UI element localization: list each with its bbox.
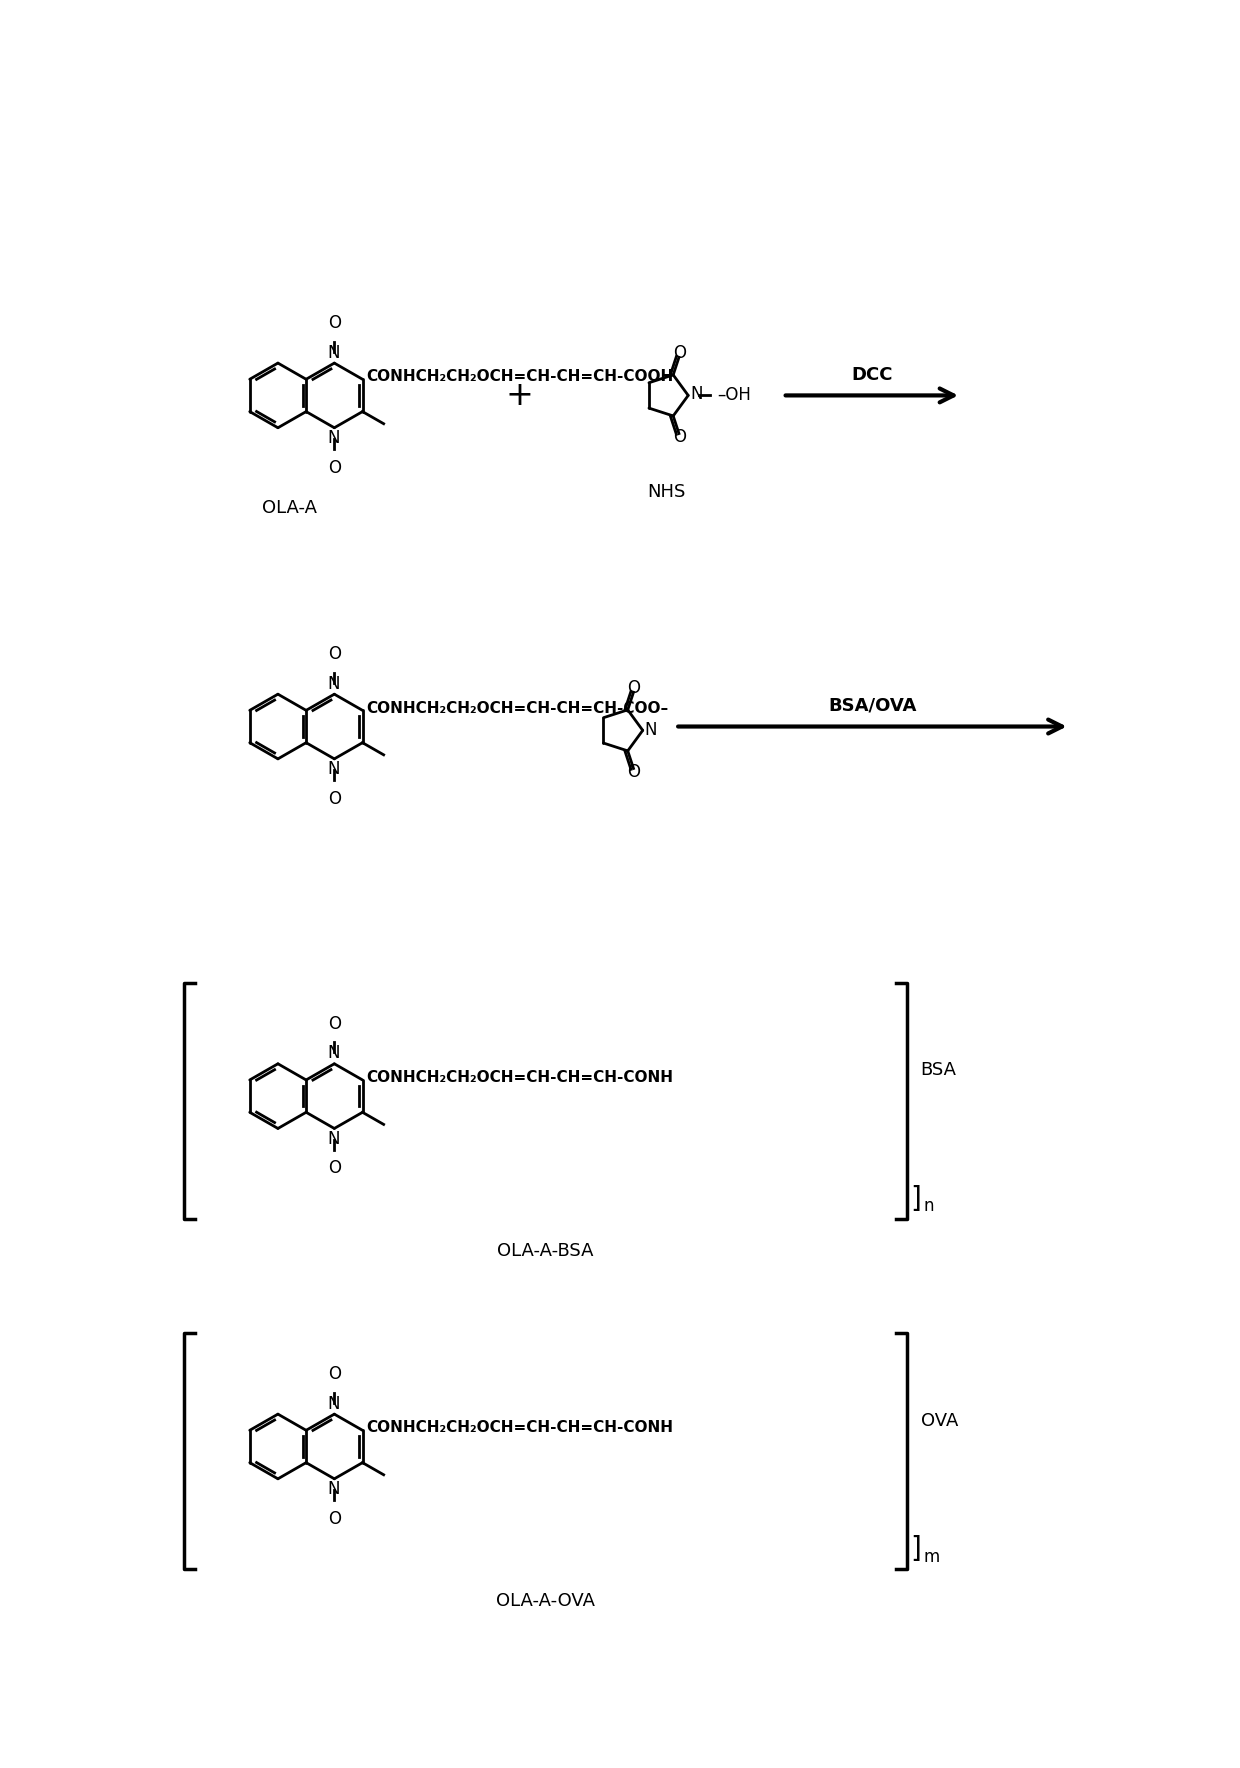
Text: O: O <box>627 679 640 697</box>
Text: O: O <box>327 1365 341 1383</box>
Text: +: + <box>506 378 533 412</box>
Text: N: N <box>327 1130 340 1147</box>
Text: N: N <box>327 760 340 778</box>
Text: n: n <box>924 1197 934 1215</box>
Text: N: N <box>327 675 340 693</box>
Text: OLA-A-OVA: OLA-A-OVA <box>496 1593 595 1611</box>
Text: OVA: OVA <box>920 1411 959 1430</box>
Text: OLA-A: OLA-A <box>263 499 317 516</box>
Text: CONHCH₂CH₂OCH=CH-CH=CH-COO–: CONHCH₂CH₂OCH=CH-CH=CH-COO– <box>366 700 668 716</box>
Text: CONHCH₂CH₂OCH=CH-CH=CH-CONH: CONHCH₂CH₂OCH=CH-CH=CH-CONH <box>366 1420 673 1436</box>
Text: BSA/OVA: BSA/OVA <box>828 697 916 714</box>
Text: N: N <box>645 721 657 739</box>
Text: O: O <box>327 645 341 663</box>
Text: N: N <box>691 385 703 403</box>
Text: O: O <box>327 1015 341 1033</box>
Text: O: O <box>327 1160 341 1177</box>
Text: CONHCH₂CH₂OCH=CH-CH=CH-CONH: CONHCH₂CH₂OCH=CH-CH=CH-CONH <box>366 1070 673 1086</box>
Text: O: O <box>673 345 686 362</box>
Text: CONHCH₂CH₂OCH=CH-CH=CH-COOH: CONHCH₂CH₂OCH=CH-CH=CH-COOH <box>366 370 673 384</box>
Text: N: N <box>327 1045 340 1063</box>
Text: m: m <box>924 1547 940 1565</box>
Text: BSA: BSA <box>920 1061 957 1078</box>
Text: N: N <box>327 1395 340 1413</box>
Text: O: O <box>327 790 341 808</box>
Text: NHS: NHS <box>647 483 686 500</box>
Text: N: N <box>327 343 340 361</box>
Text: O: O <box>327 1510 341 1528</box>
Text: OLA-A-BSA: OLA-A-BSA <box>497 1243 594 1261</box>
Text: O: O <box>627 764 640 781</box>
Text: ]: ] <box>910 1185 921 1213</box>
Text: O: O <box>673 428 686 446</box>
Text: N: N <box>327 1480 340 1497</box>
Text: –OH: –OH <box>718 387 751 405</box>
Text: DCC: DCC <box>851 366 893 384</box>
Text: ]: ] <box>910 1535 921 1563</box>
Text: N: N <box>327 430 340 447</box>
Text: O: O <box>327 315 341 332</box>
Text: O: O <box>327 458 341 477</box>
